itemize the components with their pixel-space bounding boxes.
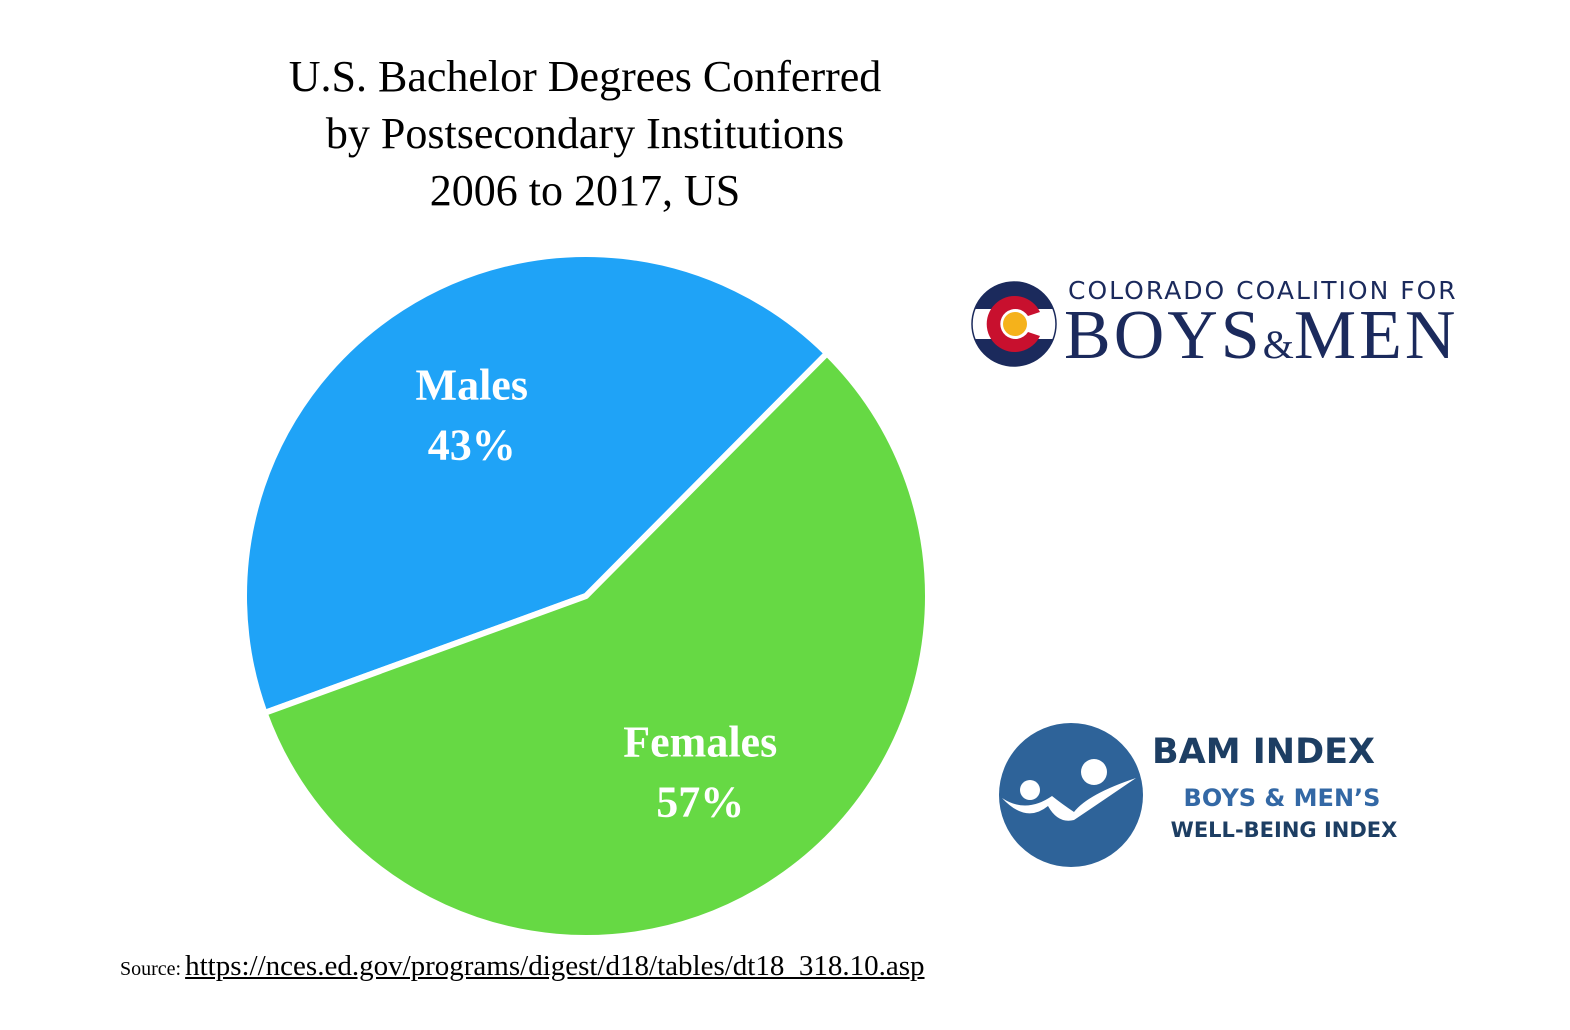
source-note: Source: https://nces.ed.gov/programs/dig… xyxy=(120,950,925,983)
bam-index-logo: BAM INDEX BOYS & MEN’S WELL-BEING INDEX xyxy=(996,720,1456,870)
ccbm-top-text: COLORADO COALITION FOR xyxy=(1068,276,1458,305)
source-link[interactable]: https://nces.ed.gov/programs/digest/d18/… xyxy=(185,950,925,982)
ccbm-men-text: MEN xyxy=(1293,297,1459,374)
chart-title-line-1: U.S. Bachelor Degrees Conferred xyxy=(288,52,882,101)
colorado-flag-icon xyxy=(971,281,1057,367)
slice-label-males: Males xyxy=(416,360,528,409)
pie-slice-males xyxy=(241,251,830,716)
slice-label-females: Females xyxy=(623,718,777,767)
bam-title: BAM INDEX xyxy=(1152,732,1376,772)
ccbm-boys-text: BOYS xyxy=(1064,297,1263,374)
colorado-coalition-logo: COLORADO COALITION FOR BOYS&MEN xyxy=(968,272,1528,374)
ccbm-amp-text: & xyxy=(1262,322,1294,367)
chart-title: U.S. Bachelor Degrees Conferred by Posts… xyxy=(185,48,985,219)
pie-slice-females xyxy=(261,350,931,941)
slice-value-females: 57% xyxy=(656,778,744,827)
chart-title-line-2: by Postsecondary Institutions xyxy=(325,109,845,158)
ccbm-bottom-text: BOYS&MEN xyxy=(1064,296,1458,385)
slice-value-males: 43% xyxy=(428,420,516,469)
source-label: Source: xyxy=(120,958,182,980)
bam-subtitle-line-1: BOYS & MEN’S xyxy=(1183,784,1381,812)
bam-subtitle-line-2: WELL-BEING INDEX xyxy=(1170,818,1398,842)
chart-title-line-3: 2006 to 2017, US xyxy=(429,166,741,215)
bam-figures-icon xyxy=(999,723,1143,867)
